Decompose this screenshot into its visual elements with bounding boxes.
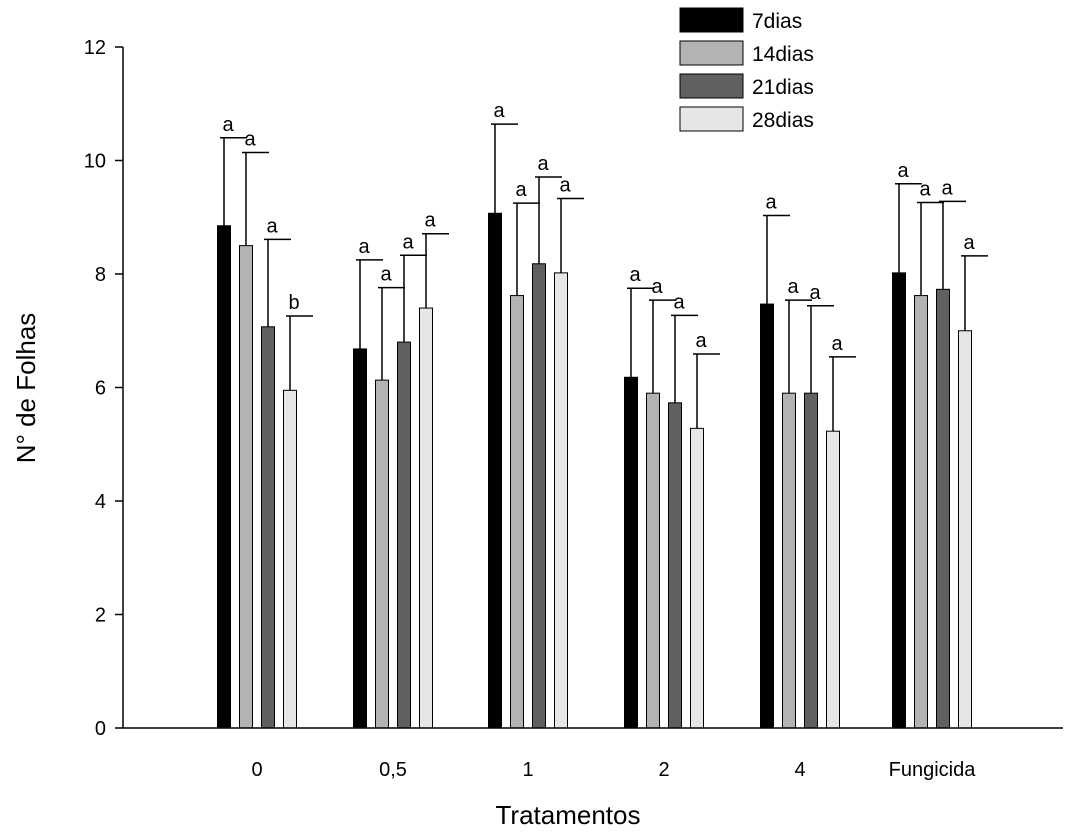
bar xyxy=(488,212,502,729)
significance-label: a xyxy=(402,231,414,253)
y-tick-label: 12 xyxy=(84,37,106,59)
y-tick-label: 0 xyxy=(95,718,106,740)
y-tick-label: 8 xyxy=(95,264,106,286)
legend: 7dias 14dias 21dias 28dias xyxy=(679,7,814,132)
y-tick-label: 4 xyxy=(95,491,106,513)
x-tick-label: 1 xyxy=(522,759,533,781)
significance-label: a xyxy=(222,114,234,136)
legend-label: 14dias xyxy=(752,43,814,66)
significance-label: a xyxy=(809,282,821,304)
significance-label: a xyxy=(537,153,549,175)
bar xyxy=(624,376,638,729)
bar xyxy=(646,392,660,729)
significance-label: a xyxy=(493,100,505,122)
significance-label: a xyxy=(941,177,953,199)
significance-label: a xyxy=(831,333,843,355)
legend-label: 21dias xyxy=(752,76,814,99)
significance-label: a xyxy=(897,160,909,182)
bar xyxy=(217,225,231,729)
significance-label: a xyxy=(695,330,707,352)
significance-label: a xyxy=(651,276,663,298)
bar xyxy=(782,392,796,729)
significance-label: a xyxy=(963,232,975,254)
y-tick-label: 10 xyxy=(84,151,106,173)
bar xyxy=(397,341,411,729)
bar xyxy=(892,272,906,729)
legend-swatch xyxy=(679,7,744,33)
x-tick-label: 0 xyxy=(251,759,262,781)
significance-label: a xyxy=(358,236,370,258)
significance-label: a xyxy=(559,175,571,197)
legend-label: 7dias xyxy=(752,10,802,33)
legend-swatch xyxy=(679,40,744,66)
significance-label: a xyxy=(673,291,685,313)
bar xyxy=(283,389,297,729)
x-tick-label: 4 xyxy=(794,759,805,781)
y-axis-title: N° de Folhas xyxy=(11,313,41,464)
bar xyxy=(532,263,546,729)
bar xyxy=(804,392,818,729)
bar xyxy=(690,427,704,729)
legend-swatch xyxy=(679,106,744,132)
significance-label: a xyxy=(266,215,278,237)
bar xyxy=(914,295,928,729)
bar xyxy=(239,245,253,729)
significance-label: a xyxy=(787,276,799,298)
legend-swatch xyxy=(679,73,744,99)
x-tick-label: 0,5 xyxy=(379,759,407,781)
significance-label: a xyxy=(380,264,392,286)
bar xyxy=(760,303,774,729)
significance-label: a xyxy=(515,179,527,201)
y-tick-label: 6 xyxy=(95,378,106,400)
bar xyxy=(375,379,389,729)
y-ticks: 0 2 4 6 8 10 12 xyxy=(84,37,123,740)
bar xyxy=(668,402,682,729)
bar xyxy=(510,295,524,729)
significance-label: b xyxy=(288,292,299,314)
bar xyxy=(826,430,840,729)
significance-label: a xyxy=(765,192,777,214)
legend-label: 28dias xyxy=(752,109,814,132)
x-ticks: 0 0,5 1 2 4 Fungicida xyxy=(251,759,976,781)
y-tick-label: 2 xyxy=(95,605,106,627)
bar xyxy=(936,288,950,729)
bar xyxy=(261,326,275,729)
bar xyxy=(958,330,972,729)
bar xyxy=(419,307,433,729)
significance-label: a xyxy=(919,178,931,200)
significance-label: a xyxy=(629,264,641,286)
x-axis-title: Tratamentos xyxy=(496,800,641,830)
bar xyxy=(353,348,367,729)
significance-label: a xyxy=(244,129,256,151)
bar xyxy=(554,272,568,729)
x-tick-label: Fungicida xyxy=(889,759,977,781)
significance-label: a xyxy=(424,210,436,232)
x-tick-label: 2 xyxy=(658,759,669,781)
